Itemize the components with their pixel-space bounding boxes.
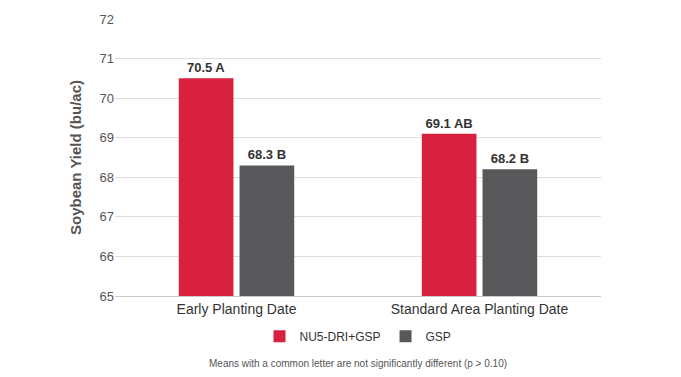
svg-text:69.1 AB: 69.1 AB — [426, 116, 473, 131]
svg-text:66: 66 — [100, 249, 114, 264]
svg-text:72: 72 — [100, 12, 114, 27]
svg-text:71: 71 — [100, 51, 114, 66]
svg-text:70: 70 — [100, 91, 114, 106]
svg-text:NU5-DRI+GSP: NU5-DRI+GSP — [300, 330, 381, 344]
svg-text:67: 67 — [100, 209, 114, 224]
svg-text:70.5 A: 70.5 A — [187, 60, 225, 75]
svg-text:68.2 B: 68.2 B — [491, 151, 529, 166]
svg-text:Early Planting Date: Early Planting Date — [177, 301, 297, 317]
svg-text:Means with a common letter are: Means with a common letter are not signi… — [209, 358, 507, 369]
svg-text:Standard Area Planting Date: Standard Area Planting Date — [391, 301, 569, 317]
svg-text:GSP: GSP — [426, 330, 451, 344]
svg-text:69: 69 — [100, 130, 114, 145]
svg-text:65: 65 — [100, 289, 114, 304]
svg-text:68.3 B: 68.3 B — [248, 147, 286, 162]
svg-text:Soybean Yield (bu/ac): Soybean Yield (bu/ac) — [67, 80, 84, 235]
svg-text:68: 68 — [100, 170, 114, 185]
